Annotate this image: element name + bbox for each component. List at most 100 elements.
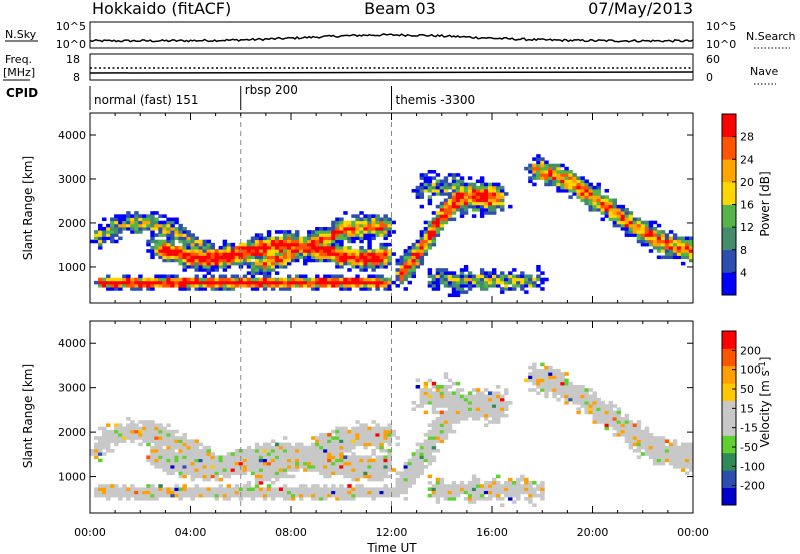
heatmap-cell — [375, 265, 380, 269]
heatmap-cell — [327, 493, 332, 498]
heatmap-cell — [471, 204, 477, 209]
heatmap-cell — [166, 217, 171, 222]
heatmap-cell — [532, 182, 537, 187]
heatmap-cell — [564, 166, 569, 171]
heatmap-cell — [636, 445, 642, 450]
heatmap-cell — [435, 401, 441, 405]
heatmap-cell — [459, 484, 465, 488]
heatmap-cell — [640, 230, 646, 234]
heatmap-cell — [492, 274, 497, 279]
heatmap-cell — [319, 439, 324, 443]
heatmap-cell — [496, 490, 501, 495]
heatmap-cell — [383, 214, 388, 218]
heatmap-cell — [355, 265, 360, 269]
heatmap-cell — [154, 487, 159, 491]
heatmap-cell — [492, 493, 497, 498]
heatmap-cell — [379, 426, 384, 431]
heatmap-cell — [479, 271, 485, 275]
heatmap-cell — [154, 242, 159, 247]
heatmap-cell — [524, 274, 529, 279]
heatmap-cell — [395, 261, 400, 266]
heatmap-cell — [459, 179, 465, 184]
heatmap-cell — [234, 493, 240, 498]
heatmap-cell — [492, 410, 497, 415]
heatmap-cell — [343, 230, 348, 234]
heatmap-cell — [218, 461, 224, 466]
heatmap-cell — [475, 201, 481, 206]
heatmap-cell — [291, 249, 296, 253]
heatmap-cell — [588, 208, 593, 212]
heatmap-cell — [443, 375, 449, 379]
heatmap-cell — [455, 274, 461, 279]
heatmap-cell — [431, 211, 437, 215]
heatmap-cell — [303, 261, 308, 266]
heatmap-cell — [532, 487, 537, 491]
heatmap-cell — [363, 474, 368, 479]
heatmap-cell — [423, 394, 429, 399]
heatmap-cell — [403, 252, 408, 256]
heatmap-cell — [379, 220, 384, 225]
nave-tick-top: 60 — [706, 53, 720, 66]
heatmap-cell — [455, 490, 461, 495]
cpid-segment-label: normal (fast) 151 — [94, 93, 198, 107]
heatmap-cell — [496, 401, 501, 405]
heatmap-cell — [608, 217, 613, 222]
heatmap-cell — [110, 490, 115, 495]
colorbar-tick-label: -50 — [740, 441, 758, 454]
heatmap-cell — [548, 388, 553, 392]
heatmap-cell — [560, 394, 565, 399]
heatmap-cell — [234, 455, 240, 459]
heatmap-cell — [186, 442, 191, 447]
heatmap-cell — [307, 458, 312, 463]
heatmap-cell — [323, 433, 328, 437]
heatmap-cell — [580, 391, 585, 395]
heatmap-cell — [315, 458, 320, 463]
heatmap-cell — [664, 246, 670, 250]
heatmap-cell — [254, 477, 260, 482]
heatmap-cell — [528, 378, 533, 383]
heatmap-cell — [102, 277, 107, 282]
heatmap-cell — [375, 258, 380, 263]
heatmap-cell — [222, 258, 228, 263]
heatmap-cell — [150, 211, 155, 215]
heatmap-cell — [327, 258, 332, 263]
heatmap-cell — [375, 442, 380, 447]
heatmap-cell — [431, 442, 437, 447]
heatmap-cell — [459, 195, 465, 199]
heatmap-cell — [114, 423, 119, 427]
heatmap-cell — [375, 471, 380, 475]
heatmap-cell — [194, 461, 199, 466]
time-axis: 00:00 04:00 08:00 12:00 16:00 20:00 00:00 — [74, 526, 709, 539]
heatmap-cell — [375, 455, 380, 459]
heatmap-cell — [234, 461, 240, 466]
heatmap-cell — [142, 439, 147, 443]
heatmap-cell — [278, 284, 284, 288]
heatmap-cell — [122, 439, 127, 443]
heatmap-cell — [286, 233, 292, 237]
heatmap-cell — [158, 449, 163, 453]
heatmap-cell — [278, 277, 284, 282]
heatmap-cell — [126, 423, 131, 427]
heatmap-cell — [487, 391, 493, 395]
heatmap-cell — [483, 280, 489, 285]
heatmap-cell — [447, 484, 453, 488]
heatmap-cell — [612, 417, 618, 421]
heatmap-cell — [367, 287, 372, 291]
heatmap-cell — [439, 268, 445, 272]
heatmap-cell — [584, 179, 589, 184]
heatmap-cell — [106, 423, 111, 427]
heatmap-cell — [612, 410, 618, 415]
heatmap-cell — [431, 404, 437, 408]
heatmap-cell — [676, 461, 682, 466]
heatmap-cell — [222, 261, 228, 266]
heatmap-cell — [496, 201, 501, 206]
heatmap-cell — [166, 255, 171, 260]
heatmap-cell — [672, 445, 678, 450]
heatmap-cell — [250, 461, 256, 466]
heatmap-cell — [500, 198, 505, 203]
heatmap-cell — [528, 277, 533, 282]
heatmap-cell — [676, 246, 682, 250]
heatmap-cell — [632, 439, 638, 443]
heatmap-cell — [540, 481, 545, 485]
heatmap-cell — [262, 246, 268, 250]
